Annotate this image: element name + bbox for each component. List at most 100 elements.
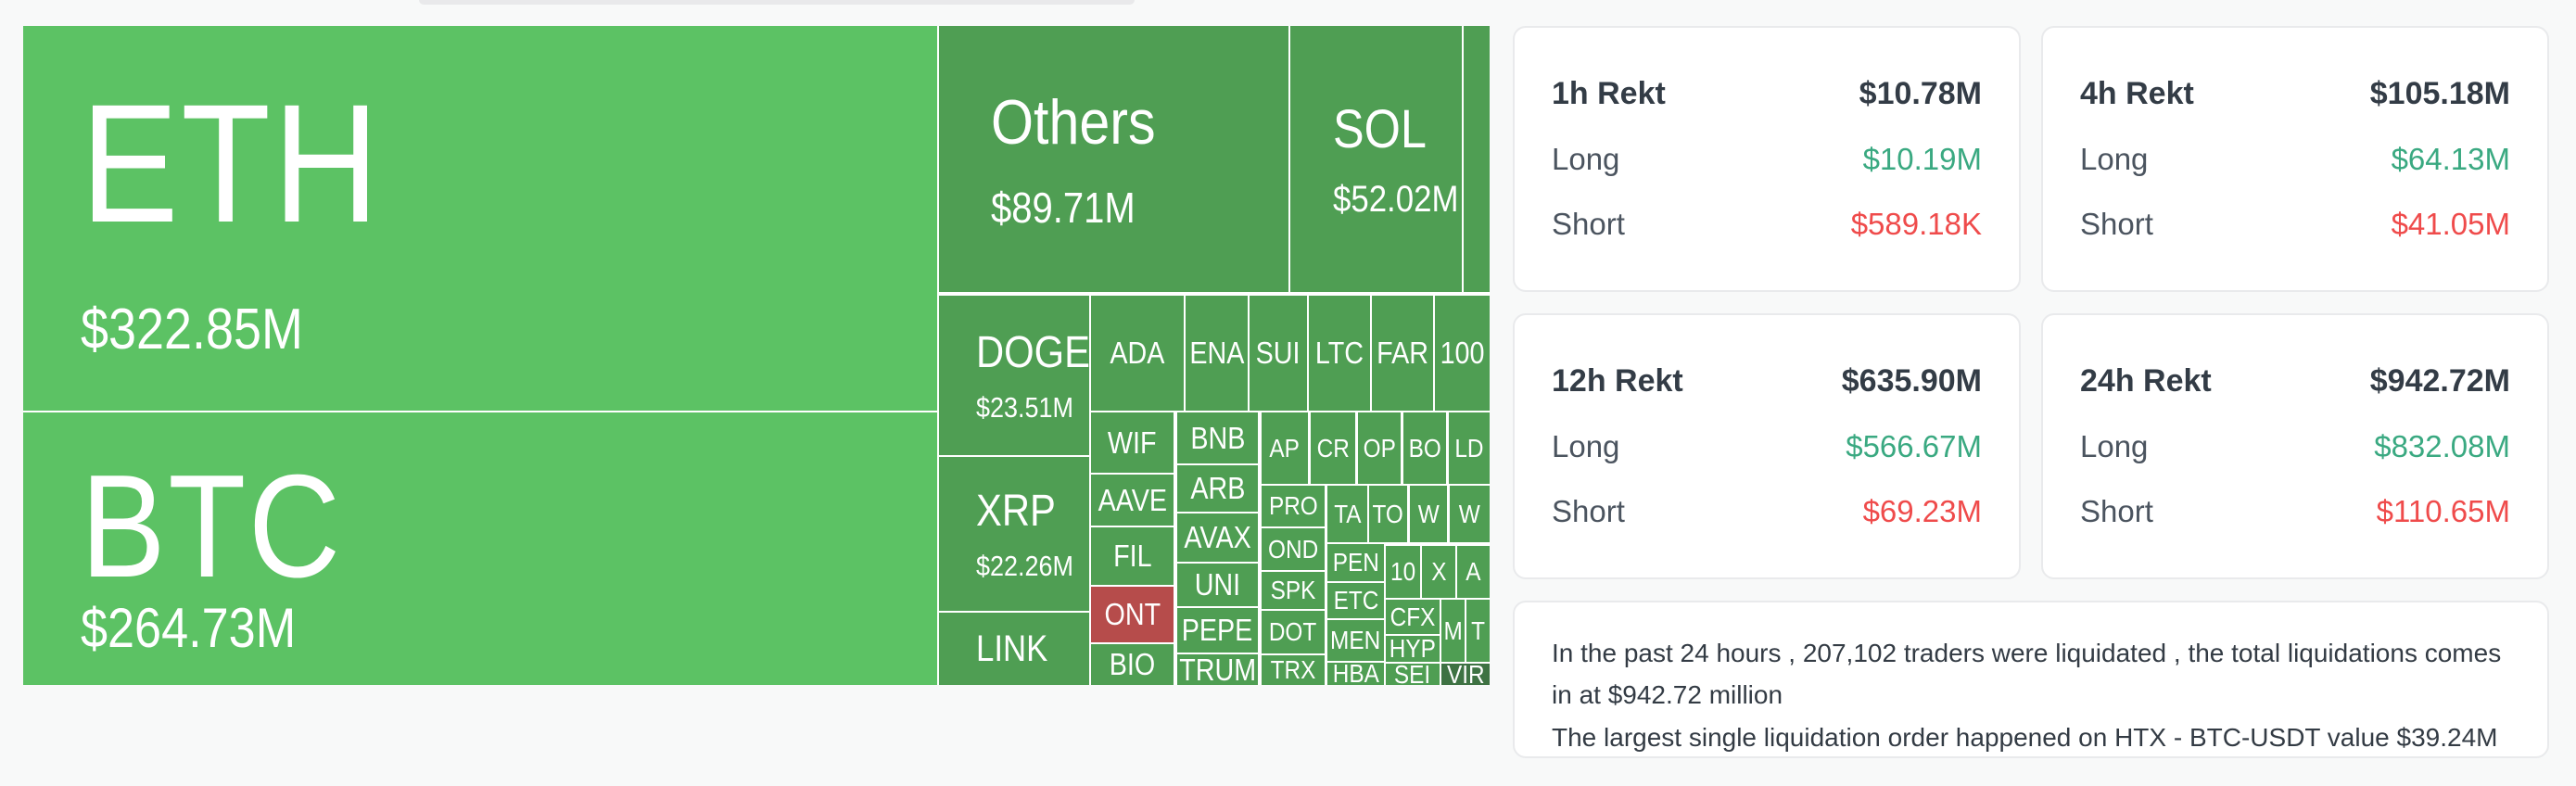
- treemap-cell-btc[interactable]: BTC $264.73M: [23, 412, 937, 685]
- cell-content: DOT: [1269, 617, 1316, 647]
- treemap-cell-vir[interactable]: VIR: [1441, 664, 1490, 685]
- treemap-cell-ena[interactable]: ENA: [1186, 296, 1248, 411]
- rekt-card-1h: 1h Rekt $10.78M Long $10.19M Short $589.…: [1513, 26, 2021, 292]
- treemap-cell-arb[interactable]: ARB: [1177, 465, 1258, 512]
- card-title: 4h Rekt: [2080, 76, 2194, 111]
- cell-content: LTC: [1315, 336, 1364, 371]
- treemap-cell-unlabeled[interactable]: [1464, 26, 1490, 292]
- treemap-cell-sei[interactable]: SEI: [1386, 664, 1440, 685]
- card-header-row: 24h Rekt $942.72M: [2080, 363, 2510, 399]
- cell-content: HBA: [1332, 663, 1378, 685]
- treemap-cell-doge[interactable]: DOGE $23.51M: [939, 296, 1089, 455]
- treemap-cell-ld[interactable]: LD: [1449, 412, 1490, 484]
- treemap-cell-aave[interactable]: AAVE: [1091, 475, 1174, 526]
- cell-symbol: UNI: [1194, 567, 1241, 602]
- treemap-cell-spk[interactable]: SPK: [1262, 572, 1325, 609]
- cell-content: CR: [1316, 434, 1349, 463]
- cell-symbol: PRO: [1268, 491, 1318, 520]
- cell-symbol: 10: [1390, 557, 1416, 586]
- cell-content: SEI: [1394, 664, 1430, 685]
- treemap-cell-w[interactable]: W: [1410, 486, 1447, 542]
- card-long-row: Long $64.13M: [2080, 142, 2510, 177]
- treemap-cell-w[interactable]: W: [1450, 486, 1490, 542]
- cell-symbol: XRP: [976, 486, 1056, 536]
- treemap-cell-far[interactable]: FAR: [1372, 296, 1433, 411]
- cell-symbol: HBA: [1332, 663, 1379, 685]
- cell-symbol: ETH: [81, 69, 382, 258]
- cell-content: AVAX: [1184, 520, 1250, 555]
- cell-content: CFX: [1390, 602, 1436, 632]
- cell-content: 100: [1440, 336, 1485, 371]
- cell-content: SPK: [1271, 576, 1316, 605]
- short-label: Short: [1552, 207, 1625, 241]
- treemap-cell-trum[interactable]: TRUM: [1177, 654, 1258, 685]
- treemap-cell-xrp[interactable]: XRP $22.26M: [939, 457, 1089, 611]
- cell-content: X: [1431, 557, 1446, 587]
- cell-content: XRP $22.26M: [976, 457, 1073, 611]
- treemap-cell-others[interactable]: Others $89.71M: [939, 26, 1288, 292]
- treemap-cell-etc[interactable]: ETC: [1327, 583, 1384, 618]
- short-label: Short: [1552, 494, 1625, 528]
- treemap-cell-wif[interactable]: WIF: [1091, 412, 1174, 473]
- treemap-cell-pen[interactable]: PEN: [1327, 544, 1384, 581]
- treemap-cell-sui[interactable]: SUI: [1250, 296, 1307, 411]
- treemap-cell-10[interactable]: 10: [1386, 546, 1420, 598]
- cell-symbol: T: [1471, 615, 1485, 645]
- card-total-value: $10.78M: [1859, 76, 1982, 111]
- cell-content: LINK: [976, 613, 1047, 685]
- treemap-cell-ont[interactable]: ONT: [1091, 587, 1174, 642]
- treemap-cell-ada[interactable]: ADA: [1091, 296, 1184, 411]
- treemap-cell-ltc[interactable]: LTC: [1309, 296, 1370, 411]
- treemap-cell-hyp[interactable]: HYP: [1386, 636, 1440, 662]
- summary-line-2: The largest single liquidation order hap…: [1552, 722, 2498, 752]
- treemap-cell-hba[interactable]: HBA: [1327, 663, 1384, 685]
- treemap-cell-ond[interactable]: OND: [1262, 528, 1325, 570]
- treemap-cell-x[interactable]: X: [1422, 546, 1455, 598]
- cell-symbol: ONT: [1104, 597, 1161, 631]
- cell-symbol: TA: [1333, 499, 1362, 528]
- treemap-cell-link[interactable]: LINK: [939, 613, 1089, 685]
- treemap-cell-pepe[interactable]: PEPE: [1177, 608, 1258, 653]
- treemap-cell-bnb[interactable]: BNB: [1177, 412, 1258, 463]
- treemap-cell-t[interactable]: T: [1466, 600, 1490, 662]
- cell-content: A: [1466, 557, 1480, 587]
- treemap-cell-cr[interactable]: CR: [1311, 412, 1355, 484]
- cell-symbol: BTC: [81, 445, 343, 608]
- treemap-cell-op[interactable]: OP: [1358, 412, 1401, 484]
- cell-content: BIO: [1110, 647, 1155, 682]
- treemap-cell-bo[interactable]: BO: [1403, 412, 1446, 484]
- treemap-cell-avax[interactable]: AVAX: [1177, 513, 1258, 562]
- rekt-card-12h: 12h Rekt $635.90M Long $566.67M Short $6…: [1513, 313, 2021, 579]
- treemap-cell-a[interactable]: A: [1457, 546, 1490, 598]
- treemap-cell-100[interactable]: 100: [1435, 296, 1490, 411]
- summary-box: In the past 24 hours , 207,102 traders w…: [1513, 601, 2549, 758]
- treemap-cell-dot[interactable]: DOT: [1262, 611, 1325, 653]
- long-value: $10.19M: [1862, 142, 1982, 176]
- treemap-cell-bio[interactable]: BIO: [1091, 644, 1174, 685]
- cell-symbol: SEI: [1394, 664, 1431, 685]
- treemap-cell-cfx[interactable]: CFX: [1386, 600, 1440, 634]
- treemap-cell-eth[interactable]: ETH $322.85M: [23, 26, 937, 411]
- short-value: $69.23M: [1862, 494, 1982, 528]
- treemap-cell-to[interactable]: TO: [1369, 486, 1407, 542]
- cell-symbol: SOL: [1333, 98, 1427, 159]
- treemap-cell-uni[interactable]: UNI: [1177, 564, 1258, 606]
- treemap-cell-pro[interactable]: PRO: [1262, 486, 1325, 526]
- cell-symbol: ETC: [1333, 586, 1378, 615]
- cell-symbol: PEPE: [1182, 613, 1253, 647]
- treemap-cell-ta[interactable]: TA: [1327, 486, 1367, 542]
- short-value: $110.65M: [2376, 494, 2510, 528]
- treemap-cell-m[interactable]: M: [1441, 600, 1465, 662]
- treemap-cell-men[interactable]: MEN: [1327, 620, 1384, 661]
- cell-symbol: LINK: [976, 628, 1048, 669]
- cell-content: W: [1459, 500, 1480, 529]
- cell-symbol: M: [1443, 615, 1463, 645]
- treemap-cell-ap[interactable]: AP: [1262, 412, 1308, 484]
- cell-content: MEN: [1330, 626, 1380, 655]
- long-label: Long: [2080, 142, 2149, 176]
- short-value: $41.05M: [2391, 207, 2510, 241]
- treemap-cell-fil[interactable]: FIL: [1091, 527, 1174, 585]
- treemap-cell-sol[interactable]: SOL $52.02M: [1290, 26, 1462, 292]
- long-label: Long: [2080, 429, 2149, 463]
- treemap-cell-trx[interactable]: TRX: [1262, 655, 1325, 685]
